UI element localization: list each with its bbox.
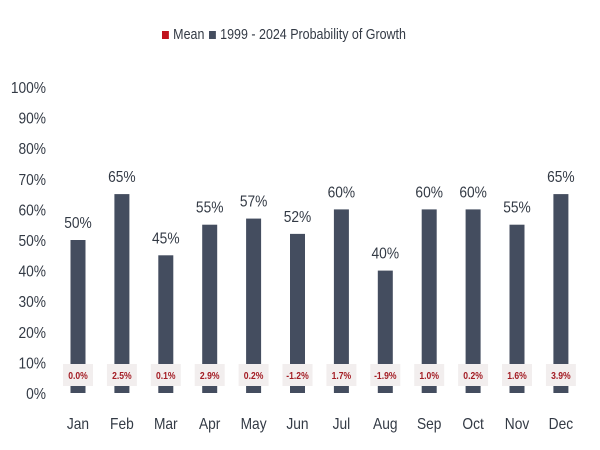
legend-growth-label: 1999 - 2024 Probability of Growth <box>220 27 407 43</box>
growth-data-label: 65% <box>108 168 136 186</box>
y-tick-label: 20% <box>18 324 46 342</box>
growth-data-label: 60% <box>328 183 356 201</box>
mean-data-label: 0.2% <box>244 370 264 381</box>
growth-bar <box>70 240 86 393</box>
growth-data-label: 60% <box>415 183 443 201</box>
growth-bar <box>290 233 305 393</box>
mean-label-box <box>106 364 137 386</box>
y-tick-label: 50% <box>18 232 46 250</box>
growth-data-label: 57% <box>240 193 268 211</box>
growth-bar <box>553 194 569 393</box>
x-tick-label: Jul <box>333 415 351 433</box>
y-tick-label: 90% <box>18 110 46 128</box>
mean-data-label: 1.6% <box>507 370 527 381</box>
y-tick-label: 70% <box>18 171 46 189</box>
x-tick-label: Oct <box>462 415 484 433</box>
mean-label-box <box>370 364 401 386</box>
legend-item-growth: 1999 - 2024 Probability of Growth <box>209 27 406 43</box>
x-tick-label: Mar <box>154 415 178 433</box>
chart-legend: Mean 1999 - 2024 Probability of Growth <box>0 27 600 43</box>
legend-mean-label: Mean <box>173 27 205 43</box>
mean-label-box <box>326 364 357 386</box>
x-tick-label: Apr <box>199 415 220 433</box>
growth-bar <box>421 209 437 393</box>
growth-swatch <box>209 31 217 39</box>
mean-label-box <box>414 364 445 386</box>
y-tick-label: 80% <box>18 140 46 158</box>
growth-data-label: 40% <box>372 245 400 263</box>
growth-bar <box>246 218 262 393</box>
mean-data-label: -1.2% <box>286 370 309 381</box>
growth-data-label: 52% <box>284 208 312 226</box>
mean-label-box <box>545 364 576 386</box>
growth-bar <box>465 209 481 393</box>
growth-bar <box>377 270 393 393</box>
x-tick-label: Aug <box>373 415 397 433</box>
growth-bar <box>509 224 525 393</box>
legend-item-mean: Mean <box>161 27 205 43</box>
y-tick-label: 30% <box>18 293 46 311</box>
mean-label-box <box>63 364 93 386</box>
y-tick-label: 100% <box>11 79 46 97</box>
mean-swatch <box>161 31 169 39</box>
mean-data-label: 2.5% <box>112 370 132 381</box>
mean-label-box <box>282 364 313 386</box>
mean-label-box <box>238 364 269 386</box>
growth-data-label: 65% <box>547 168 575 186</box>
growth-data-label: 50% <box>64 214 92 232</box>
mean-label-box <box>502 364 532 386</box>
mean-label-box <box>458 364 489 386</box>
y-tick-label: 0% <box>26 385 46 403</box>
growth-data-label: 45% <box>152 229 180 247</box>
x-tick-label: Jun <box>286 415 308 433</box>
x-tick-label: Dec <box>549 415 574 433</box>
mean-label-box <box>150 364 181 386</box>
growth-bar <box>202 224 218 393</box>
mean-data-label: 0.0% <box>68 370 88 381</box>
growth-bar <box>158 255 174 393</box>
x-tick-label: Sep <box>417 415 441 433</box>
mean-data-label: 3.9% <box>551 370 571 381</box>
mean-label-box <box>194 364 225 386</box>
mean-data-label: -1.9% <box>374 370 397 381</box>
growth-bar <box>333 209 349 393</box>
growth-data-label: 60% <box>459 183 487 201</box>
mean-data-label: 1.0% <box>419 370 439 381</box>
y-tick-label: 60% <box>18 201 46 219</box>
x-tick-label: May <box>241 415 267 433</box>
mean-data-label: 0.1% <box>156 370 176 381</box>
mean-data-label: 1.7% <box>332 370 352 381</box>
mean-data-label: 2.9% <box>200 370 220 381</box>
y-tick-label: 10% <box>18 354 46 372</box>
x-tick-label: Nov <box>505 415 530 433</box>
growth-data-label: 55% <box>196 199 224 217</box>
x-tick-label: Jan <box>67 415 89 433</box>
growth-data-label: 55% <box>503 199 531 217</box>
x-tick-label: Feb <box>110 415 134 433</box>
growth-bar <box>114 194 130 393</box>
mean-data-label: 0.2% <box>463 370 483 381</box>
y-tick-label: 40% <box>18 263 46 281</box>
